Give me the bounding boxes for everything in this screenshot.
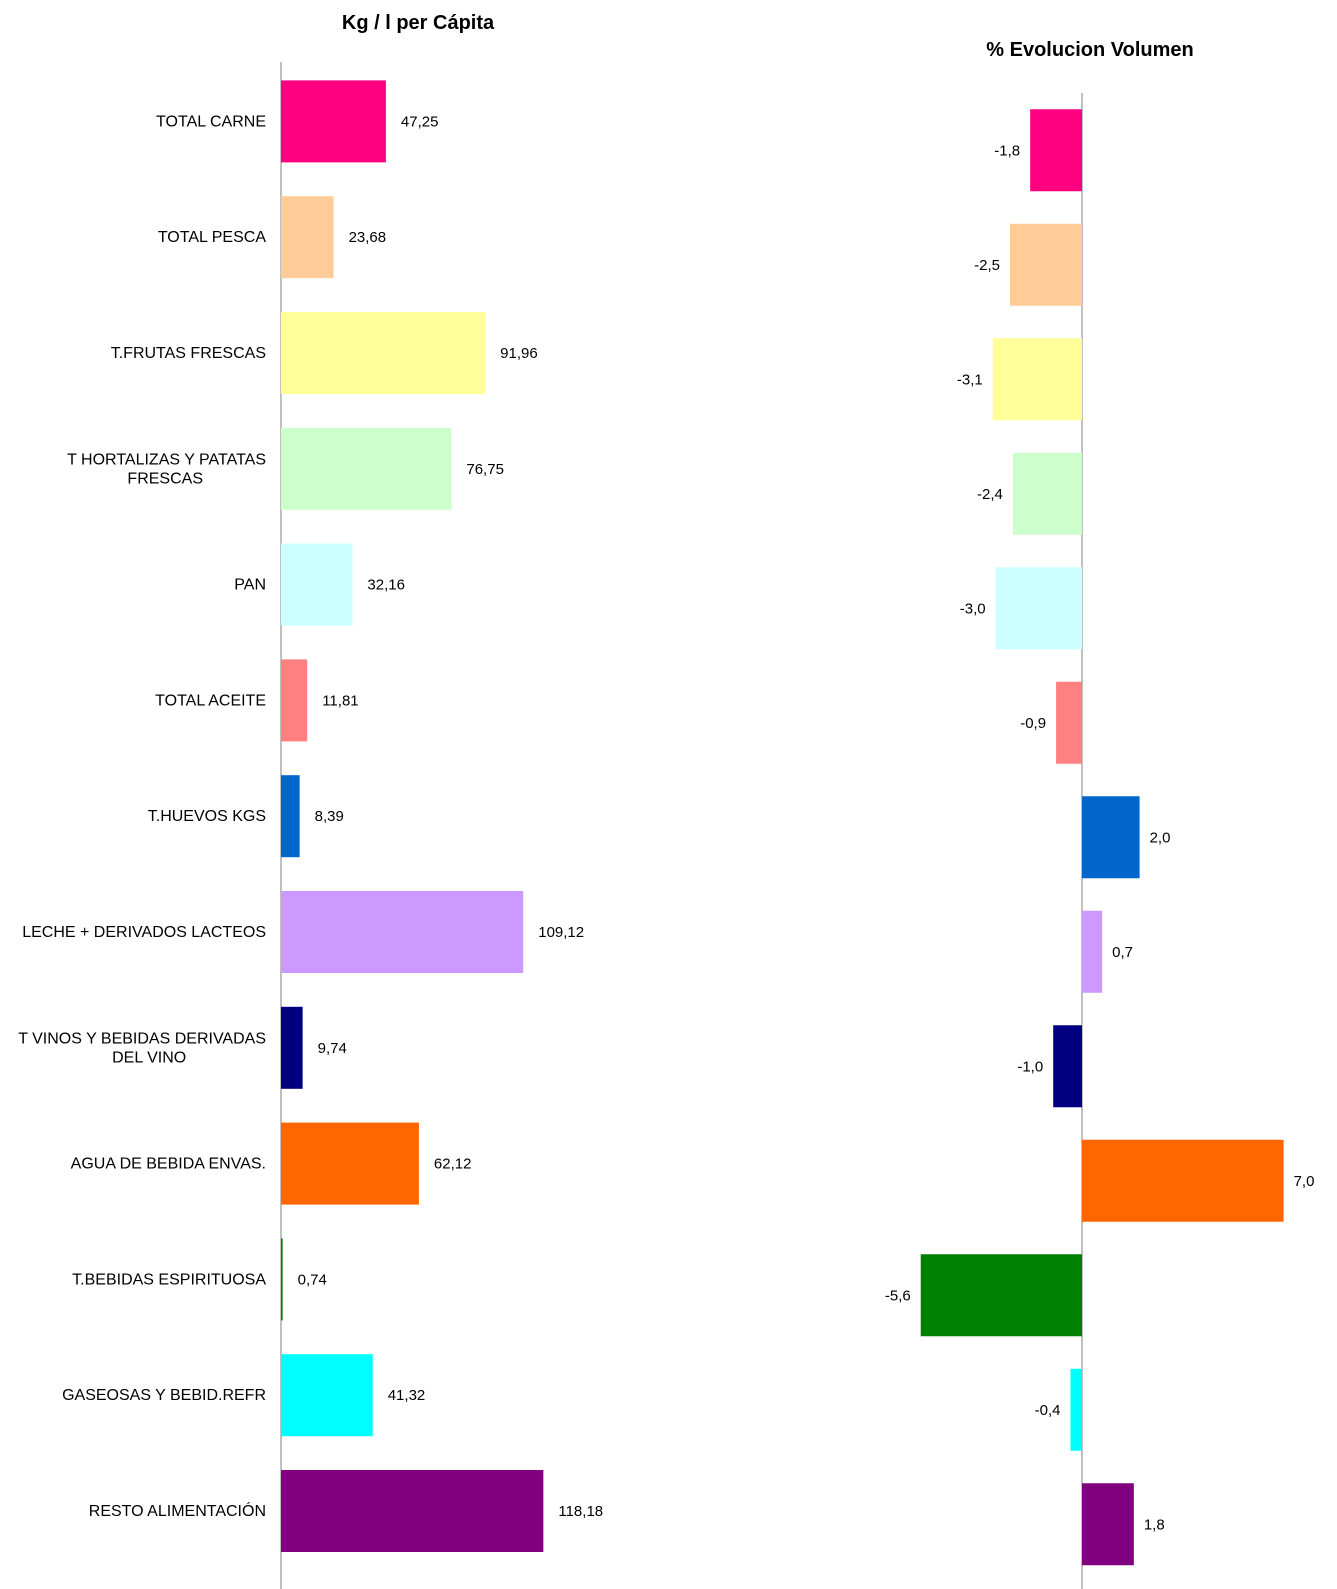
left-bar: [281, 1006, 303, 1089]
right-value-label: -0,9: [1020, 715, 1046, 732]
left-category-label: GASEOSAS Y BEBID.REFR: [62, 1387, 266, 1404]
left-category-label: PAN: [234, 577, 266, 594]
right-bar: [1082, 1139, 1284, 1222]
left-bar: [281, 1122, 419, 1205]
left-bar: [281, 196, 334, 279]
left-bar: [281, 1470, 544, 1552]
left-category-label: LECHE + DERIVADOS LACTEOS: [22, 924, 266, 941]
left-category-label: TOTAL PESCA: [158, 229, 267, 246]
right-value-label: -0,4: [1035, 1402, 1061, 1419]
left-bar: [281, 427, 452, 510]
left-category-label: RESTO ALIMENTACIÓN: [89, 1501, 266, 1520]
left-category-label: T.HUEVOS KGS: [148, 808, 266, 825]
right-value-label: -5,6: [885, 1287, 911, 1304]
right-value-label: -3,0: [960, 600, 986, 617]
left-value-label: 23,68: [349, 229, 387, 246]
right-value-label: 1,8: [1144, 1516, 1165, 1533]
right-value-label: -2,5: [974, 257, 1000, 274]
right-bar: [1030, 109, 1082, 192]
right-value-label: -1,0: [1017, 1058, 1043, 1075]
left-category-label: TOTAL CARNE: [156, 113, 266, 130]
left-bar: [281, 775, 300, 858]
left-value-label: 41,32: [388, 1387, 426, 1404]
left-value-label: 91,96: [500, 345, 538, 362]
left-value-label: 9,74: [318, 1040, 347, 1057]
left-category-label: T.BEBIDAS ESPIRITUOSA: [72, 1271, 266, 1288]
left-category-label: TOTAL ACEITE: [155, 692, 266, 709]
left-value-label: 109,12: [538, 924, 584, 941]
left-category-label: T HORTALIZAS Y PATATAS FRESCAS: [67, 451, 266, 487]
left-category-label: T VINOS Y BEBIDAS DERIVADAS DEL VINO: [18, 1030, 266, 1066]
right-bar: [1082, 796, 1140, 879]
right-value-label: 7,0: [1294, 1173, 1315, 1190]
left-bar: [281, 543, 353, 626]
left-bar: [281, 659, 308, 742]
left-value-label: 47,25: [401, 113, 439, 130]
right-value-label: -1,8: [994, 142, 1020, 159]
right-bar: [1070, 1368, 1082, 1451]
left-value-label: 76,75: [466, 461, 504, 478]
left-value-label: 11,81: [322, 692, 358, 709]
left-value-label: 62,12: [434, 1156, 472, 1173]
left-bar: [281, 80, 386, 163]
right-bar: [1053, 1025, 1082, 1108]
right-value-label: -3,1: [957, 371, 983, 388]
left-bar: [281, 891, 524, 973]
left-value-label: 32,16: [367, 577, 405, 594]
right-value-label: 2,0: [1150, 829, 1171, 846]
left-category-label: T.FRUTAS FRESCAS: [111, 345, 266, 362]
right-bar: [1082, 910, 1103, 993]
right-bar: [1056, 681, 1082, 764]
left-bar: [281, 1354, 373, 1437]
right-bar: [995, 567, 1082, 650]
right-chart-title: % Evolucion Volumen: [986, 39, 1193, 61]
right-value-label: -2,4: [977, 486, 1003, 503]
right-bar: [1082, 1483, 1134, 1566]
right-value-label: 0,7: [1112, 944, 1133, 961]
left-value-label: 118,18: [558, 1503, 603, 1520]
left-category-label: AGUA DE BEBIDA ENVAS.: [71, 1156, 266, 1173]
left-bar: [281, 312, 486, 394]
right-bar: [1012, 452, 1082, 535]
left-value-label: 0,74: [298, 1271, 327, 1288]
left-chart-title: Kg / l per Cápita: [342, 12, 495, 34]
left-value-label: 8,39: [315, 808, 344, 825]
right-bar: [992, 338, 1082, 421]
right-bar: [1010, 223, 1082, 306]
right-bar: [920, 1254, 1082, 1337]
left-bar: [281, 1238, 283, 1321]
